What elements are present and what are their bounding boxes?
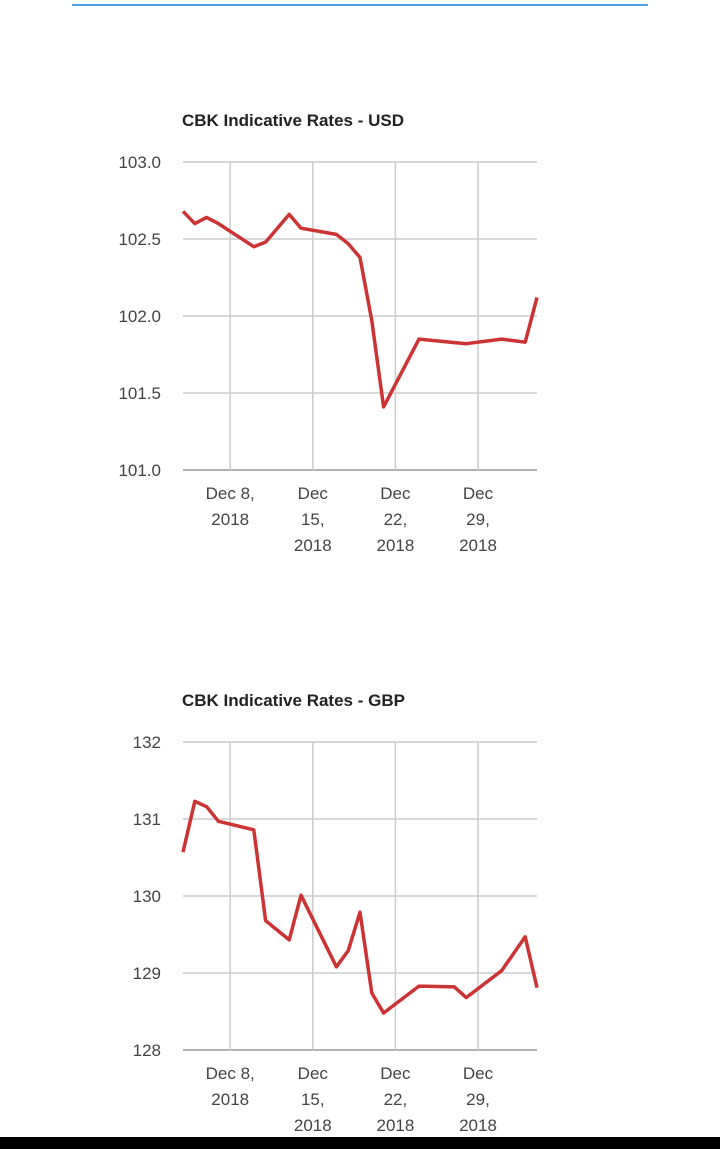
series-line-usd [181,210,539,409]
x-tick-label: Dec 8, [206,484,255,503]
y-tick-label: 101.5 [118,384,161,403]
series-line-gbp [181,799,539,1015]
x-tick-label: 15, [301,1090,325,1109]
x-tick-label: 2018 [459,1116,497,1135]
y-tick-label: 129 [133,964,161,983]
y-tick-label: 132 [133,733,161,752]
y-tick-label: 102.5 [118,230,161,249]
x-tick-label: 22, [384,1090,408,1109]
x-tick-label: 2018 [376,1116,414,1135]
chart-title: CBK Indicative Rates - USD [182,111,404,130]
y-tick-label: 128 [133,1041,161,1060]
x-tick-label: 2018 [376,536,414,555]
top-divider [72,4,648,6]
x-tick-label: 22, [384,510,408,529]
x-tick-label: 2018 [294,536,332,555]
x-tick-label: 29, [466,1090,490,1109]
x-tick-label: Dec [380,484,411,503]
x-tick-label: 15, [301,510,325,529]
y-tick-label: 101.0 [118,461,161,480]
x-tick-label: 29, [466,510,490,529]
y-tick-label: 131 [133,810,161,829]
x-tick-label: Dec [298,1064,329,1083]
x-tick-label: Dec 8, [206,1064,255,1083]
y-tick-label: 103.0 [118,153,161,172]
x-tick-label: 2018 [211,510,249,529]
x-tick-label: Dec [380,1064,411,1083]
x-tick-label: Dec [463,1064,494,1083]
x-tick-label: 2018 [211,1090,249,1109]
navigation-bar [0,1137,720,1149]
y-tick-label: 130 [133,887,161,906]
chart-title: CBK Indicative Rates - GBP [182,691,405,710]
chart-gbp: CBK Indicative Rates - GBP 128 129 130 131 13… [133,691,539,1135]
x-tick-label: Dec [298,484,329,503]
y-tick-label: 102.0 [118,307,161,326]
chart-usd: CBK Indicative Rates - USD 101.0 101.5 102.… [118,111,539,555]
x-tick-label: 2018 [294,1116,332,1135]
x-tick-label: 2018 [459,536,497,555]
x-tick-label: Dec [463,484,494,503]
